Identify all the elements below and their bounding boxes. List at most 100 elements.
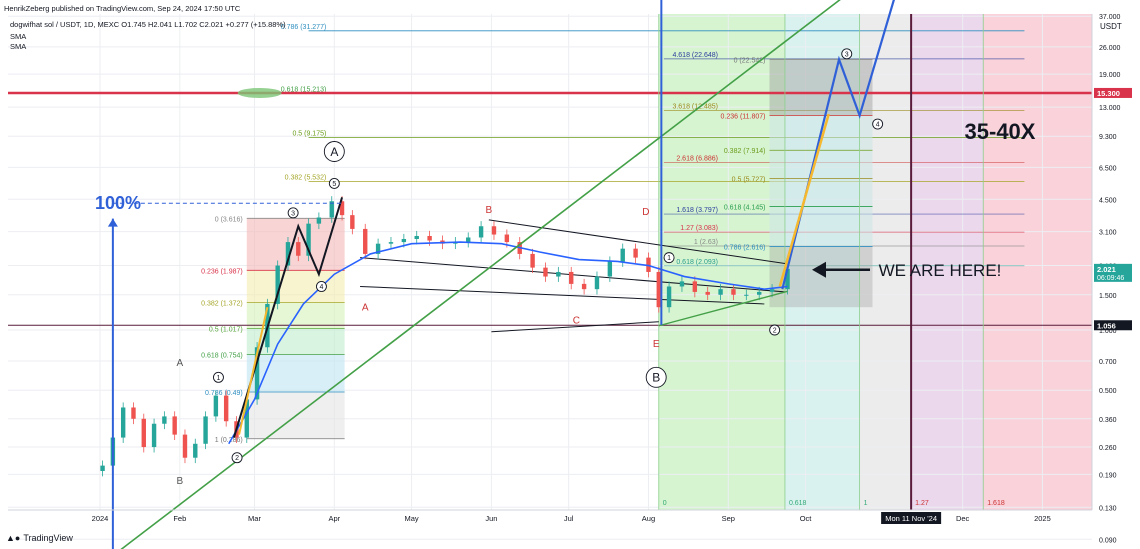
wave-black-line — [232, 197, 344, 438]
green-time-zone — [658, 14, 785, 510]
price-tick-label: 26.000 — [1099, 45, 1121, 52]
candle-body — [705, 291, 710, 295]
fib2-level-label: 0.382 (5.532) — [285, 174, 327, 181]
wave-label-minor-circle — [212, 371, 224, 383]
price-badge — [1094, 320, 1132, 331]
indicator-label-sma-2[interactable]: SMA — [10, 42, 27, 51]
candle-body — [478, 226, 484, 238]
price-tick-label: 0.500 — [1099, 388, 1117, 395]
wave-label-minor: 1 — [667, 255, 671, 262]
wave-label-minor-circle — [841, 48, 853, 60]
price-axis-unit: USDT — [1100, 22, 1122, 31]
price-badge-label: 1.056 — [1097, 321, 1116, 330]
wave-label-minor: 1 — [216, 375, 220, 382]
fib4-level-label: 0 (22.542) — [734, 57, 766, 64]
time-tick-label: Jul — [564, 514, 574, 523]
candle-body — [162, 416, 167, 424]
candle-body — [569, 271, 574, 284]
fib2-level-label: 0.5 (9.175) — [292, 130, 326, 137]
candle-body — [757, 291, 762, 295]
time-zone-label: 0.618 — [789, 500, 807, 507]
wave-label-plain: E — [653, 339, 660, 350]
time-tick-label: Aug — [642, 514, 655, 523]
candle-body — [633, 248, 638, 258]
tradingview-brand: TradingView — [23, 533, 73, 543]
time-tick-label: Jun — [485, 514, 497, 523]
candle-body — [656, 271, 661, 308]
candle-body — [306, 223, 311, 256]
price-badge — [1094, 87, 1132, 98]
fib4-level-label: 0.786 (2.616) — [724, 244, 766, 251]
candle-body — [275, 265, 280, 304]
candle-body — [316, 217, 322, 224]
fib1-level-label: 0.786 (0.49) — [205, 390, 243, 397]
candle-body — [375, 243, 381, 254]
candle-body — [744, 294, 749, 296]
candle-body — [466, 237, 471, 243]
time-tick-label: May — [404, 514, 418, 523]
fib2-level-label: 0.786 (31.277) — [281, 24, 327, 31]
wave-label-plain: A — [176, 358, 183, 369]
candle-body — [120, 407, 126, 438]
candle-body — [203, 416, 208, 444]
price-tick-label: 9.300 — [1099, 134, 1117, 141]
candle-body — [363, 228, 368, 254]
fib3-level-label: 1.27 (3.083) — [680, 225, 718, 232]
wave-label-major: B — [652, 371, 660, 385]
multiplier-annotation: 35-40X — [965, 119, 1036, 144]
candle-body — [213, 395, 219, 417]
wave-orange-line — [238, 306, 269, 435]
candle-body — [285, 242, 291, 266]
candle-body — [151, 423, 157, 448]
candle-body — [731, 289, 736, 295]
indicator-label-sma-1[interactable]: SMA — [10, 32, 27, 41]
time-tick-label: 2024 — [92, 514, 109, 523]
fib4-level-label: 0.5 (5.727) — [732, 176, 766, 183]
price-badge — [1094, 263, 1132, 282]
wave-label-minor-circle — [769, 324, 781, 336]
price-tick-label: 13.000 — [1099, 105, 1121, 112]
fib2-level-label: 0.618 (15.213) — [281, 86, 327, 93]
time-tick-label: Mar — [248, 514, 261, 523]
price-tick-label: 6.500 — [1099, 165, 1117, 172]
time-tick-label: Apr — [328, 514, 340, 523]
wave-label-major-circle — [645, 366, 667, 388]
price-tick-label: 37.000 — [1099, 14, 1121, 21]
candle-body — [401, 238, 407, 243]
wave-label-major: A — [330, 145, 338, 159]
wedge-lower-line — [491, 321, 659, 333]
candle-body — [530, 253, 535, 268]
candle-body — [504, 234, 510, 243]
wedge-lower-line — [360, 285, 765, 305]
grey-time-zone — [859, 14, 912, 510]
wave-label-plain: B — [176, 476, 183, 487]
we-are-here-annotation: WE ARE HERE! — [879, 261, 1002, 280]
candle-body — [339, 201, 345, 216]
candle-body — [594, 276, 600, 290]
time-zone-label: 1 — [864, 500, 868, 507]
symbol-ohlc-line: dogwifhat sol / USDT, 1D, MEXC O1.745 H2… — [10, 20, 286, 29]
purple-time-zone — [911, 14, 984, 510]
candle-body — [556, 271, 561, 277]
candle-body — [244, 399, 249, 438]
fib1-level-label: 0 (3.616) — [215, 216, 243, 223]
price-tick-label: 0.090 — [1099, 537, 1117, 544]
time-crosshair-badge — [881, 512, 942, 524]
arrow-head-icon — [107, 218, 118, 227]
time-tick-label: 2025 — [1034, 514, 1051, 523]
candle-body — [329, 201, 334, 218]
wave-label-minor: 4 — [876, 122, 880, 129]
fib1-level-label: 0.382 (1.372) — [201, 301, 243, 308]
candle-body — [414, 235, 419, 239]
publisher-line: HenrikZeberg published on TradingView.co… — [4, 4, 241, 13]
pink-time-zone — [983, 14, 1092, 510]
wave-label-minor-circle — [287, 207, 299, 219]
wave-label-plain: B — [485, 205, 492, 216]
candle-body — [254, 347, 260, 400]
price-tick-label: 3.100 — [1099, 230, 1117, 237]
time-tick-label: Oct — [800, 514, 813, 523]
fib1-level-label: 0.5 (1.017) — [209, 327, 243, 334]
wave-label-minor: 5 — [332, 181, 336, 188]
wave-label-minor-circle — [316, 281, 327, 292]
